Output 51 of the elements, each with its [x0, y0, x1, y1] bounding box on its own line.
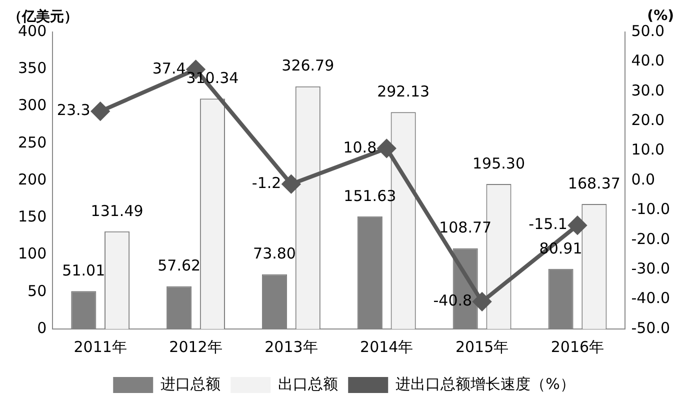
- y-tick-label: 250: [18, 133, 47, 152]
- data-label: 168.37: [568, 174, 620, 192]
- x-tick-label: 2012年: [169, 338, 222, 356]
- y-tick-label: 200: [18, 170, 47, 188]
- data-label: 108.77: [439, 218, 492, 237]
- y2-tick-label: -20.0: [631, 230, 670, 248]
- y2-tick-label: -30.0: [631, 259, 670, 278]
- y2-tick-label: -10.0: [631, 200, 670, 218]
- data-label: 51.01: [62, 262, 106, 280]
- data-label: -1.2: [252, 174, 282, 192]
- point: [378, 139, 396, 158]
- data-label: -40.8: [433, 292, 472, 310]
- data-label: 57.62: [158, 256, 201, 275]
- data-label: 151.63: [344, 186, 396, 205]
- data-label: 23.3: [56, 101, 90, 120]
- y2-tick-label: -50.0: [631, 318, 670, 337]
- y-tick-label: 50: [28, 282, 47, 300]
- legend-label: 出口总额: [278, 374, 338, 393]
- y2-tick-label: 0.0: [631, 170, 656, 188]
- data-label: 131.49: [90, 202, 144, 220]
- x-tick-label: 2013年: [264, 338, 318, 356]
- point: [568, 216, 586, 234]
- point: [473, 292, 492, 311]
- x-tick-label: 2011年: [74, 338, 127, 356]
- point: [91, 102, 110, 120]
- data-label: -15.1: [528, 215, 568, 234]
- data-label: 292.13: [377, 82, 430, 100]
- y-tick-label: 0: [37, 318, 47, 337]
- data-label: 73.80: [253, 244, 296, 263]
- y-tick-label: 100: [18, 244, 47, 263]
- data-label: 37.4: [152, 59, 186, 78]
- point: [282, 175, 300, 194]
- y2-tick-label: 50.0: [631, 22, 665, 40]
- y2-axis-title: (%): [647, 8, 674, 24]
- x-tick-label: 2015年: [455, 338, 509, 356]
- y-tick-label: 350: [18, 59, 47, 78]
- y2-tick-label: 10.0: [631, 140, 665, 159]
- data-label: 10.8: [343, 138, 377, 156]
- y2-tick-label: 20.0: [631, 110, 665, 129]
- y-axis-title: （亿美元）: [8, 8, 78, 25]
- y-tick-label: 300: [18, 96, 47, 114]
- x-tick-label: 2016年: [550, 338, 604, 356]
- y-tick-label: 150: [18, 208, 47, 226]
- y2-tick-label: -40.0: [631, 289, 670, 308]
- x-tick-label: 2014年: [360, 338, 414, 356]
- data-label: 195.30: [472, 154, 525, 172]
- y2-tick-label: 30.0: [631, 81, 665, 100]
- legend-label: 进口总额: [160, 374, 221, 393]
- y2-tick-label: 40.0: [631, 52, 665, 70]
- data-label: 326.79: [282, 56, 334, 75]
- legend-label: 进出口总额增长速度（%）: [396, 374, 575, 393]
